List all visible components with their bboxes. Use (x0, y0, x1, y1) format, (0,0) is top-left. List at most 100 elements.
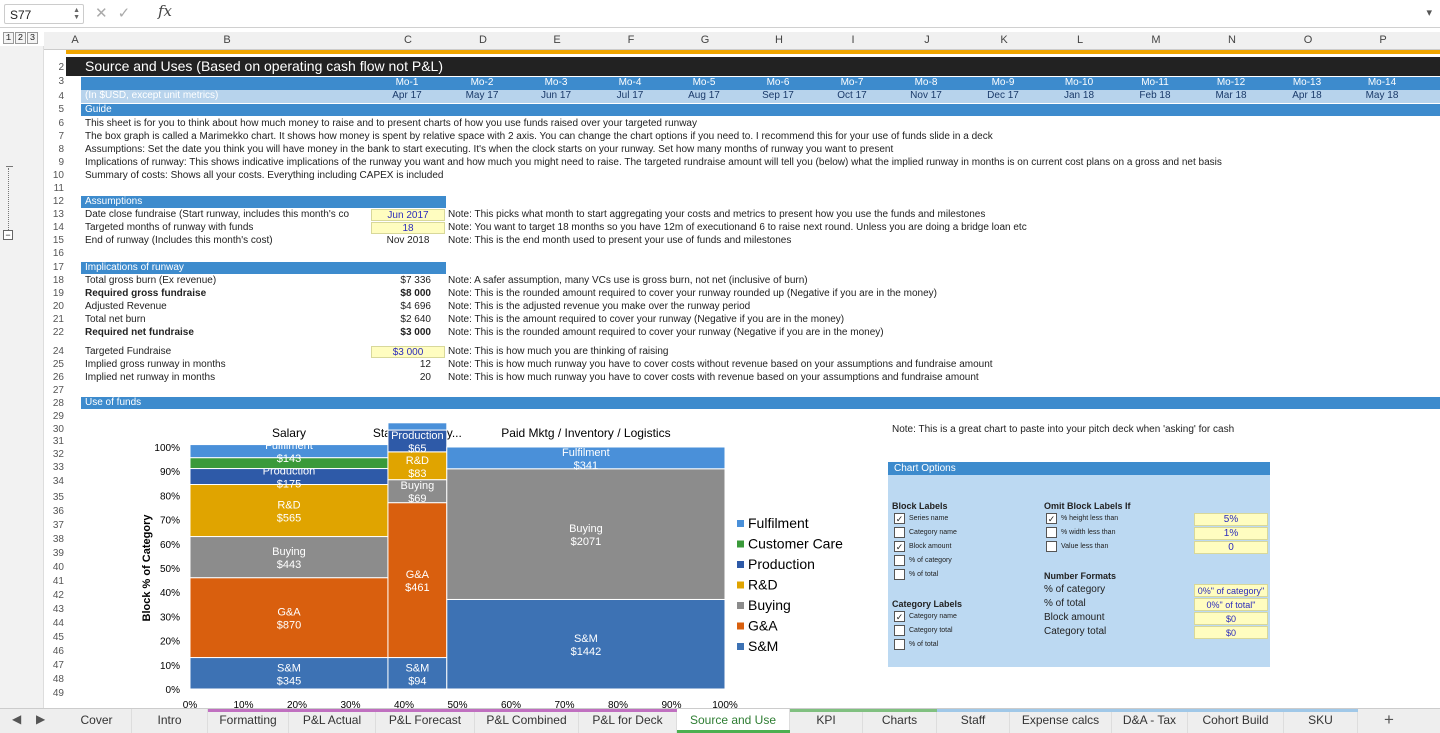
omit-value-input[interactable]: 0 (1194, 541, 1268, 554)
sheet-tab[interactable]: Intro (132, 709, 208, 733)
row-header-48[interactable]: 48 (52, 674, 64, 685)
expand-formula-icon[interactable]: ▾ (1426, 7, 1432, 19)
sheet-tab[interactable]: Charts (863, 709, 937, 733)
row-header-34[interactable]: 34 (52, 476, 64, 487)
sheet-tab[interactable]: Cover (62, 709, 132, 733)
row-header-2[interactable]: 2 (58, 62, 64, 73)
omit-value-input[interactable]: 1% (1194, 527, 1268, 540)
sheet-tab[interactable]: KPI (790, 709, 863, 733)
row-header-26[interactable]: 26 (52, 372, 64, 383)
row-header-17[interactable]: 17 (52, 262, 64, 273)
block-label-checkbox[interactable] (894, 527, 905, 538)
fx-button[interactable]: fx (158, 2, 173, 20)
row-header-28[interactable]: 28 (52, 398, 64, 409)
row-header-30[interactable]: 30 (52, 424, 64, 435)
column-header-B[interactable]: B (223, 34, 231, 46)
row-header-20[interactable]: 20 (52, 301, 64, 312)
sheet-tab[interactable]: P&L Forecast (376, 709, 475, 733)
row-header-13[interactable]: 13 (52, 209, 64, 220)
row-header-4[interactable]: 4 (58, 91, 64, 102)
prev-sheet-icon[interactable]: ◀ (12, 712, 22, 726)
sheet-tab[interactable]: Cohort Build (1188, 709, 1284, 733)
row-header-38[interactable]: 38 (52, 534, 64, 545)
category-label-checkbox[interactable] (894, 639, 905, 650)
sheet-tab[interactable]: Formatting (208, 709, 289, 733)
row-header-32[interactable]: 32 (52, 449, 64, 460)
row-header-11[interactable]: 11 (53, 183, 64, 194)
block-label-checkbox[interactable]: ✓ (894, 513, 905, 524)
omit-checkbox[interactable] (1046, 527, 1057, 538)
row-header-22[interactable]: 22 (52, 327, 64, 338)
row-header-8[interactable]: 8 (58, 144, 64, 155)
row-header-27[interactable]: 27 (52, 385, 64, 396)
sheet-tab[interactable]: P&L Actual (289, 709, 376, 733)
row-header-7[interactable]: 7 (58, 131, 64, 142)
row-header-46[interactable]: 46 (52, 646, 64, 657)
confirm-icon[interactable]: ✓ (117, 5, 141, 22)
assumption-value[interactable]: 18 (371, 222, 445, 234)
block-label-checkbox[interactable] (894, 555, 905, 566)
row-header-16[interactable]: 16 (52, 248, 64, 259)
row-header-25[interactable]: 25 (52, 359, 64, 370)
column-header-I[interactable]: I (851, 34, 855, 46)
row-header-39[interactable]: 39 (52, 548, 64, 559)
sheet-tab[interactable]: D&A - Tax (1112, 709, 1188, 733)
column-header-N[interactable]: N (1228, 34, 1236, 46)
row-header-14[interactable]: 14 (52, 222, 64, 233)
column-header-F[interactable]: F (627, 34, 635, 46)
row-header-31[interactable]: 31 (52, 436, 64, 447)
column-header-P[interactable]: P (1379, 34, 1387, 46)
row-header-21[interactable]: 21 (52, 314, 64, 325)
sheet-tab[interactable]: P&L for Deck (579, 709, 677, 733)
outline-level-3[interactable]: 3 (27, 32, 38, 44)
row-header-5[interactable]: 5 (58, 104, 64, 115)
next-sheet-icon[interactable]: ▶ (36, 712, 46, 726)
row-header-44[interactable]: 44 (52, 618, 64, 629)
row-header-19[interactable]: 19 (52, 288, 64, 299)
block-label-checkbox[interactable]: ✓ (894, 541, 905, 552)
row-header-3[interactable]: 3 (58, 76, 64, 87)
row-header-45[interactable]: 45 (52, 632, 64, 643)
column-header-A[interactable]: A (71, 34, 79, 46)
column-header-L[interactable]: L (1076, 34, 1084, 46)
row-header-41[interactable]: 41 (52, 576, 64, 587)
omit-checkbox[interactable]: ✓ (1046, 513, 1057, 524)
column-header-M[interactable]: M (1151, 34, 1161, 46)
sheet-tab[interactable]: SKU (1284, 709, 1358, 733)
column-header-D[interactable]: D (479, 34, 487, 46)
row-header-40[interactable]: 40 (52, 562, 64, 573)
row-header-10[interactable]: 10 (52, 170, 64, 181)
number-format-input[interactable]: 0%" of category" (1194, 584, 1268, 597)
name-box[interactable]: S77 ▲ ▼ (4, 4, 84, 24)
row-header-33[interactable]: 33 (52, 462, 64, 473)
row-header-49[interactable]: 49 (52, 688, 64, 699)
row-header-18[interactable]: 18 (52, 275, 64, 286)
column-header-K[interactable]: K (1000, 34, 1008, 46)
number-format-input[interactable]: 0%" of total" (1194, 598, 1268, 611)
sheet-tab[interactable]: Staff (937, 709, 1010, 733)
column-header-J[interactable]: J (924, 34, 930, 46)
row-header-9[interactable]: 9 (58, 157, 64, 168)
number-format-input[interactable]: $0 (1194, 626, 1268, 639)
outline-level-1[interactable]: 1 (3, 32, 14, 44)
row-header-6[interactable]: 6 (58, 118, 64, 129)
category-label-checkbox[interactable]: ✓ (894, 611, 905, 622)
sheet-tab[interactable]: Expense calcs (1010, 709, 1112, 733)
block-label-checkbox[interactable] (894, 569, 905, 580)
sheet-tab[interactable]: Source and Use (677, 709, 790, 733)
column-header-G[interactable]: G (700, 34, 710, 46)
row-header-42[interactable]: 42 (52, 590, 64, 601)
add-sheet-button[interactable]: + (1384, 710, 1394, 729)
outline-level-2[interactable]: 2 (15, 32, 26, 44)
category-label-checkbox[interactable] (894, 625, 905, 636)
row-header-37[interactable]: 37 (52, 520, 64, 531)
omit-value-input[interactable]: 5% (1194, 513, 1268, 526)
row-header-15[interactable]: 15 (52, 235, 64, 246)
cancel-icon[interactable]: ✕ (95, 5, 118, 22)
column-header-H[interactable]: H (775, 34, 783, 46)
column-header-O[interactable]: O (1303, 34, 1313, 46)
name-box-stepper-icon[interactable]: ▲ ▼ (73, 7, 80, 21)
row-header-12[interactable]: 12 (52, 196, 64, 207)
omit-checkbox[interactable] (1046, 541, 1057, 552)
row-header-35[interactable]: 35 (52, 492, 64, 503)
